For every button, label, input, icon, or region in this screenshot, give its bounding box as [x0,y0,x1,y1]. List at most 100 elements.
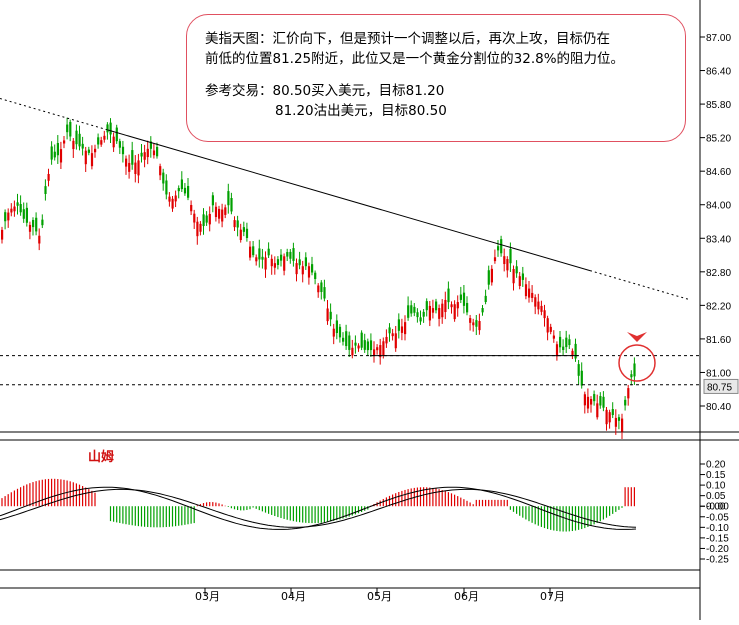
candle-body [41,219,44,226]
candle-body [453,304,456,320]
price-series [1,117,636,440]
candle-body [180,179,183,190]
candle-body [28,224,32,232]
candle-body [19,204,22,213]
note-line-2: 前低的位置81.25附近，此位又是一个黄金分割位的32.8%的阻力位。 [205,51,625,67]
candle-body [286,252,289,257]
candle-body [94,148,97,153]
candle-body [509,249,512,264]
candle-body [369,340,373,351]
candle-body [614,417,617,427]
candle-body [351,347,354,356]
candle-body [397,319,400,331]
candle-body [131,150,134,165]
candle-body [307,266,311,278]
candle-body [252,246,255,256]
candle-body [487,270,490,285]
down-arrow-icon [627,332,647,342]
candle-body [109,122,112,135]
candle-body [193,213,196,223]
candle-body [450,304,453,308]
candle-body [524,284,528,297]
candle-body [497,246,500,251]
candle-body [159,166,162,176]
candle-body [236,220,239,228]
candle-body [531,292,534,298]
candle-body [78,133,81,147]
candle-body [115,127,118,142]
candle-body [112,136,115,148]
candle-body [211,195,214,206]
candle-body [35,217,38,232]
candle-body [422,311,425,317]
candle-body [577,364,580,376]
candle-body [276,259,280,265]
candle-body [335,320,338,334]
candle-body [633,363,636,377]
candle-body [438,308,441,319]
candle-body [258,248,261,260]
candle-body [528,288,531,298]
candle-body [382,341,385,356]
price-tick-label: 86.40 [706,67,731,78]
candle-body [435,301,438,311]
candle-body [475,320,478,327]
candle-body [500,239,503,254]
candle-body [599,396,602,406]
candle-body [559,336,562,348]
price-lines [0,98,700,386]
candle-body [354,342,357,346]
candle-body [44,186,47,194]
candle-body [376,347,379,351]
candle-body [171,198,174,209]
candle-body [47,173,50,181]
candle-body [565,337,568,348]
candle-body [87,149,90,153]
candle-body [586,396,590,409]
candle-body [404,322,407,335]
macd-tick-label: -0.20 [706,544,729,555]
candle-body [345,331,348,347]
candle-body [357,345,360,349]
candle-body [385,336,388,344]
candle-body [227,191,230,206]
candle-body [7,212,10,221]
candle-body [199,223,202,232]
candle-body [348,335,351,350]
candle-body [580,370,583,386]
candle-body [301,266,304,275]
macd-axis-ticks: 0.200.150.100.050.00-0.00-0.05-0.10-0.15… [700,460,729,566]
candle-body [218,208,221,219]
price-axis-ticks: 87.00 86.40 85.80 85.20 84.60 84.00 83.40 82.80… [700,33,739,413]
macd-signal-line [0,488,637,528]
highlight-circle [618,344,656,382]
candle-body [137,160,140,176]
candle-body [562,346,565,350]
candle-body [518,276,521,286]
candle-body [366,341,369,351]
current-price-box [703,378,739,394]
candle-body [245,228,249,238]
candle-body [168,196,171,202]
candle-body [38,235,41,244]
candle-body [338,326,342,338]
candle-body [391,333,394,337]
macd-tick-label: 0.00 [706,502,726,513]
candle-body [506,259,509,271]
candle-body [81,143,84,149]
candle-body [373,349,376,356]
candle-body [208,213,211,225]
candle-body [187,185,190,198]
candle-body [462,292,466,306]
candle-body [617,417,621,421]
trendline-dotted-left [0,98,109,131]
candle-body [627,388,630,399]
candle-body [456,302,459,309]
candle-body [69,121,72,137]
date-tick-label: 06月 [454,590,479,603]
macd-tick-label: 0.15 [706,470,726,481]
price-tick-label: 85.20 [706,134,731,145]
candle-body [484,295,487,303]
price-tick-label: 82.20 [706,301,731,312]
candle-body [428,305,431,321]
